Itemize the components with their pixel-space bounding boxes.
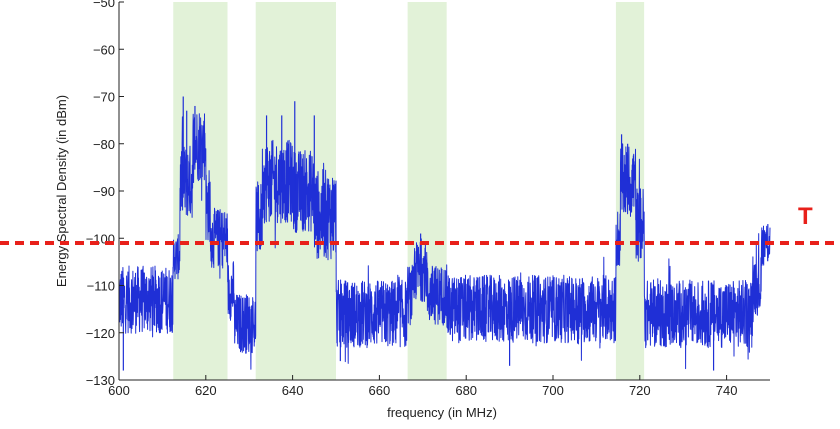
y-axis-ticks: −130−120−110−100−90−80−70−60−50 bbox=[86, 0, 124, 388]
x-tick-label: 700 bbox=[542, 383, 564, 398]
y-tick-label: −70 bbox=[93, 90, 115, 105]
x-axis-ticks: 600 620 640 660 680 700 720 740 bbox=[108, 375, 737, 398]
threshold-label: T bbox=[798, 203, 813, 230]
y-tick-label: −90 bbox=[93, 184, 115, 199]
y-tick-label: −60 bbox=[93, 42, 115, 57]
y-tick-label: −130 bbox=[86, 373, 115, 388]
y-tick-label: −50 bbox=[93, 0, 115, 10]
x-tick-label: 660 bbox=[369, 383, 391, 398]
x-axis-title: frequency (in MHz) bbox=[387, 405, 497, 420]
x-tick-label: 620 bbox=[195, 383, 217, 398]
signal-series bbox=[118, 96, 771, 371]
x-tick-label: 680 bbox=[455, 383, 477, 398]
x-tick-label: 640 bbox=[282, 383, 304, 398]
x-tick-label: 740 bbox=[716, 383, 738, 398]
x-tick-label: 600 bbox=[108, 383, 130, 398]
x-tick-label: 720 bbox=[629, 383, 651, 398]
y-tick-label: −110 bbox=[87, 279, 115, 294]
signal-line bbox=[118, 113, 771, 370]
y-tick-label: −120 bbox=[86, 326, 115, 341]
y-tick-label: −80 bbox=[93, 137, 115, 152]
highlight-band bbox=[407, 2, 447, 380]
y-axis-title: Energy Spectral Density (in dBm) bbox=[54, 95, 69, 287]
